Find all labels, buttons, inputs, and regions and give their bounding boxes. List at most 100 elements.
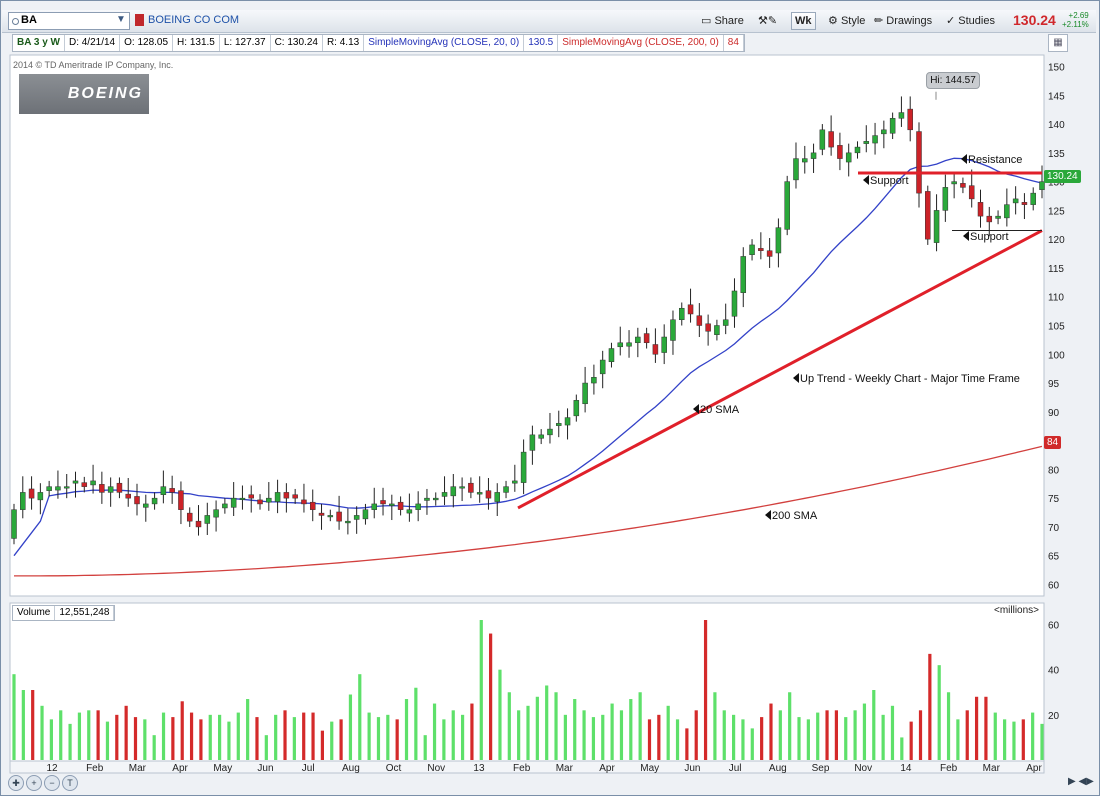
candle-body	[195, 520, 202, 528]
zoom-in-icon[interactable]: +	[26, 775, 42, 791]
sma200-label[interactable]: 200 SMA	[765, 510, 817, 522]
candle-body	[907, 108, 913, 131]
volume-bar	[741, 719, 745, 760]
scroll-right-icon[interactable]: ▶ ◀▶	[1068, 776, 1094, 787]
candle-body	[476, 492, 483, 495]
candle-body	[134, 496, 140, 505]
volume-bar	[993, 712, 997, 760]
candle-body	[116, 482, 123, 493]
candle-body	[722, 319, 729, 326]
price-tick-label: 110	[1048, 293, 1064, 304]
candle-body	[573, 400, 580, 417]
volume-bar	[825, 710, 829, 760]
volume-bar	[535, 696, 539, 760]
support-label-right[interactable]: Support	[963, 231, 1009, 243]
uptrend-label[interactable]: Up Trend - Weekly Chart - Major Time Fra…	[793, 373, 1020, 385]
volume-bar	[292, 717, 296, 760]
candle-body	[898, 112, 905, 119]
candle-body	[679, 307, 685, 320]
candle-body	[266, 497, 272, 503]
volume-bar	[750, 728, 754, 760]
info-range: R: 4.13	[323, 35, 365, 51]
candle-body	[872, 135, 878, 144]
candle-body	[11, 509, 17, 539]
candle-body	[230, 497, 237, 508]
symbol-dropdown-icon[interactable]: ▼	[116, 14, 126, 25]
support-label-left[interactable]: Support	[863, 175, 909, 187]
price-tick-label: 150	[1048, 63, 1065, 74]
chart-settings-icon[interactable]: ▦	[1048, 34, 1068, 52]
volume-bar	[274, 714, 278, 760]
time-tick-label: Nov	[854, 763, 872, 774]
candle-body	[810, 152, 817, 159]
time-tick-label: Mar	[556, 763, 574, 774]
share-button[interactable]: ▭ Share	[697, 12, 748, 30]
tools-icon[interactable]: ⚒✎	[758, 15, 778, 27]
candle-body	[652, 344, 659, 355]
pan-icon[interactable]: ✚	[8, 775, 24, 791]
candle-body	[863, 141, 870, 144]
candle-body	[204, 515, 211, 524]
candle-body	[125, 493, 131, 499]
candle-body	[450, 486, 457, 497]
volume-bar	[395, 719, 399, 760]
sma200-price-tag: 84	[1044, 436, 1062, 449]
candle-body	[582, 382, 588, 405]
drawings-button[interactable]: ✏ Drawings	[870, 12, 936, 30]
volume-bar	[946, 692, 951, 760]
volume-bar	[788, 692, 792, 760]
time-tick-label: Nov	[427, 763, 445, 774]
volume-bar	[180, 701, 184, 760]
candle-body	[248, 494, 254, 499]
volume-bar	[881, 714, 885, 760]
time-tick-label: Aug	[769, 763, 787, 774]
price-panel	[9, 54, 1045, 597]
candle-body	[415, 503, 421, 510]
price-tick-label: 65	[1048, 552, 1060, 563]
info-close: C: 130.24	[271, 35, 323, 51]
chart-period[interactable]: BA 3 y W	[13, 35, 65, 51]
volume-bar	[367, 712, 371, 760]
volume-bar	[208, 714, 212, 760]
volume-bar	[414, 687, 418, 760]
time-tick-label: Jul	[729, 763, 742, 774]
price-tick-label: 125	[1048, 206, 1065, 217]
time-tick-label: Sep	[812, 763, 830, 774]
volume-header: Volume 12,551,248	[12, 605, 116, 621]
info-high: H: 131.5	[173, 35, 220, 51]
sma200-study-label[interactable]: SimpleMovingAvg (CLOSE, 200, 0)	[558, 35, 724, 51]
volume-bar	[31, 690, 35, 760]
resistance-label[interactable]: Resistance	[961, 154, 1022, 166]
style-button[interactable]: ⚙ Style	[824, 12, 869, 30]
volume-bars	[12, 620, 1044, 760]
candle-body	[459, 486, 465, 489]
price-tick-label: 70	[1048, 523, 1060, 534]
candle-body	[283, 492, 290, 499]
time-axis: 12 Feb Mar Apr May Jun Jul Aug Oct Nov 13 Feb Mar Apr…	[46, 763, 1042, 774]
volume-bar	[778, 710, 782, 760]
volume-bar	[545, 685, 549, 760]
candle-body	[740, 256, 747, 293]
volume-bar	[853, 710, 857, 760]
zoom-out-icon[interactable]: −	[44, 775, 60, 791]
candle-body	[889, 118, 896, 134]
volume-bar	[760, 717, 764, 760]
period-button[interactable]: Wk	[791, 12, 816, 30]
volume-bar	[1012, 721, 1016, 760]
text-tool-icon[interactable]: T	[62, 775, 78, 791]
price-panel-bg	[9, 54, 1045, 597]
time-tick-label: May	[640, 763, 659, 774]
volume-bar	[432, 703, 437, 760]
sma20-line	[13, 157, 1043, 557]
studies-button[interactable]: ✓ Studies	[942, 12, 999, 30]
volume-bar	[526, 705, 530, 760]
symbol-input[interactable]: BA	[8, 12, 130, 30]
volume-tick-label: 40	[1048, 666, 1060, 677]
sma20-study-label[interactable]: SimpleMovingAvg (CLOSE, 20, 0)	[364, 35, 525, 51]
volume-bar	[573, 699, 577, 760]
price-tick-label: 100	[1048, 350, 1065, 361]
sma20-label[interactable]: 20 SMA	[693, 404, 739, 416]
volume-bar	[479, 620, 483, 760]
company-name[interactable]: BOEING CO COM	[148, 14, 240, 26]
info-date: D: 4/21/14	[65, 35, 121, 51]
